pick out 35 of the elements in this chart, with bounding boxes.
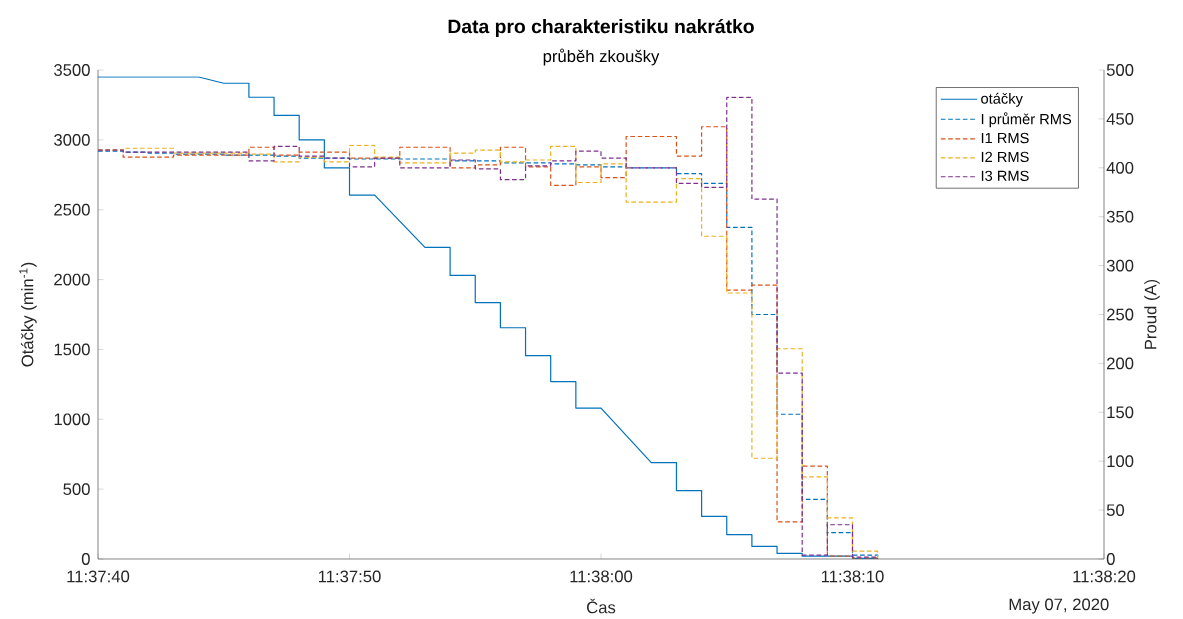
- y2-tick-label: 300: [1106, 259, 1134, 272]
- x-tick-label: 11:38:10: [821, 570, 884, 583]
- y2-tick-label: 100: [1107, 455, 1134, 468]
- y2-tick-label: 250: [1107, 308, 1134, 321]
- x-tick-label: 11:38:00: [570, 570, 633, 583]
- x-tick-label: 11:37:40: [67, 570, 130, 583]
- x-tick-label: 11:37:50: [318, 570, 381, 583]
- y2-tick-label: 200: [1107, 357, 1134, 370]
- y2-tick-label: 400: [1106, 161, 1134, 174]
- y-tick-label: 0: [81, 553, 90, 565]
- legend-label: I1 RMS: [981, 132, 1029, 144]
- chart-title: Data pro charakteristiku nakrátko: [448, 18, 754, 38]
- y2-tick-label: 50: [1106, 504, 1125, 517]
- y-axis-title: Otáčky (min$^{-1}$): [19, 262, 37, 367]
- legend-label: I3 RMS: [981, 170, 1029, 182]
- y-tick-label: 500: [63, 483, 90, 496]
- y-tick-label: 3500: [54, 64, 90, 76]
- y-tick-label: 1000: [54, 413, 90, 426]
- y-tick-label: 3000: [54, 133, 90, 146]
- chart-subtitle: průběh zkoušky: [543, 48, 660, 66]
- y2-tick-label: 450: [1106, 113, 1134, 125]
- text: May 07, 2020: [1009, 598, 1109, 614]
- legend-label: I2 RMS: [981, 151, 1029, 163]
- x-tick-label: 11:38:20: [1073, 570, 1136, 583]
- y2-axis-title: Proud (A): [1144, 279, 1160, 349]
- y2-tick-label: 500: [1106, 64, 1134, 76]
- y2-tick-label: 350: [1106, 210, 1134, 223]
- y2-tick-label: 150: [1107, 406, 1134, 419]
- x-axis-title: Čas: [587, 598, 616, 614]
- legend-label: I průměr RMS: [981, 112, 1072, 128]
- legend-label: otáčky: [981, 92, 1023, 107]
- y-tick-label: 2500: [54, 203, 90, 216]
- y2-tick-label: 0: [1106, 553, 1115, 565]
- y-tick-label: 1500: [54, 343, 90, 356]
- y-tick-label: 2000: [54, 273, 90, 286]
